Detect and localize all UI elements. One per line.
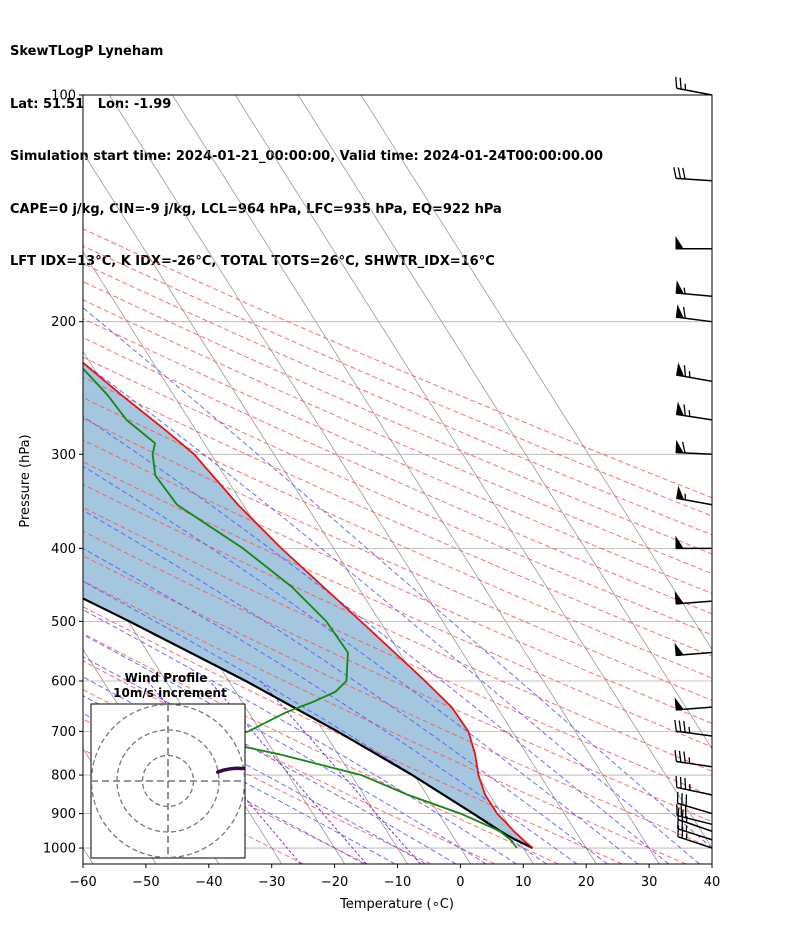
moist-adiabat [83, 547, 578, 864]
dry-adiabat [83, 439, 712, 724]
x-tick-label: 40 [704, 875, 721, 890]
sounding-profiles [83, 361, 534, 849]
wind-barb [675, 401, 713, 421]
x-tick-label: −30 [258, 875, 285, 890]
wind-barb [676, 485, 713, 506]
x-tick-label: −20 [321, 875, 348, 890]
simulation-times: Simulation start time: 2024-01-21_00:00:… [10, 149, 603, 164]
dry-adiabat [83, 718, 368, 864]
isotherm-line [171, 95, 660, 864]
wind-barb [675, 439, 713, 456]
moist-adiabat [83, 656, 457, 864]
moist-adiabat [83, 634, 487, 864]
isotherm-line [360, 95, 712, 651]
hodograph-title: Wind Profile [125, 671, 208, 685]
dry-adiabat [83, 337, 712, 615]
wind-barb [674, 642, 713, 657]
dewpoint-profile-line [83, 367, 518, 849]
dry-adiabat [83, 245, 712, 517]
wind-barb [675, 235, 712, 250]
y-tick-label: 200 [51, 315, 76, 330]
moist-adiabats [83, 307, 712, 864]
x-tick-label: 30 [641, 875, 658, 890]
dry-adiabat [83, 555, 712, 849]
hodograph-subtitle: 10m/s increment [113, 686, 227, 700]
hodograph-trace [215, 766, 245, 774]
mixing-ratio-line [147, 680, 302, 864]
y-tick-label: 1000 [43, 842, 76, 857]
wind-barb [674, 719, 713, 737]
dry-adiabat [83, 506, 712, 797]
dry-adiabat [83, 417, 712, 701]
x-axis-ticks: −60 −50 −40 −30 −20 −10 0 10 20 30 40 [69, 864, 720, 890]
x-tick-label: 20 [578, 875, 595, 890]
wind-barb [676, 362, 713, 383]
moist-adiabat [83, 712, 365, 864]
station-title: SkewTLogP Lyneham [10, 44, 164, 59]
y-tick-label: 600 [51, 674, 76, 689]
dry-adiabat [83, 317, 712, 595]
hodograph-inset: Wind Profile 10m/s increment [90, 671, 246, 859]
dry-adiabat [83, 580, 687, 864]
wind-barbs [673, 76, 713, 849]
y-tick-label: 900 [51, 807, 76, 822]
mixing-ratio-line [260, 680, 421, 864]
x-tick-label: −40 [195, 875, 222, 890]
y-tick-label: 800 [51, 769, 76, 784]
x-tick-label: 10 [515, 875, 532, 890]
isotherm-line [234, 95, 712, 849]
y-axis-title: Pressure (hPa) [18, 434, 33, 527]
wind-barb [674, 591, 713, 605]
moist-adiabat [83, 307, 712, 849]
y-tick-label: 400 [51, 542, 76, 557]
wind-barb [675, 280, 713, 297]
wind-barb [676, 791, 713, 815]
x-tick-label: −50 [132, 875, 159, 890]
moist-adiabat [83, 465, 639, 864]
y-tick-label: 100 [51, 89, 76, 104]
wind-barb [677, 825, 713, 849]
chart-header: SkewTLogP Lyneham Lat: 51.51 Lon: -1.99 … [10, 8, 603, 288]
hodograph-plot [91, 704, 245, 858]
y-tick-label: 300 [51, 448, 76, 463]
stability-indices-2: LFT IDX=13°C, K IDX=-26°C, TOTAL TOTS=26… [10, 254, 495, 269]
x-tick-label: −10 [384, 875, 411, 890]
moist-adiabat [83, 609, 517, 864]
wind-barb [675, 535, 712, 550]
dry-adiabat [83, 356, 712, 636]
y-axis-ticks: 100 200 300 400 500 600 700 800 900 1000 [43, 89, 83, 857]
moist-adiabat [83, 580, 547, 864]
dry-adiabat [83, 606, 623, 864]
wind-barb [673, 167, 713, 182]
station-coordinates: Lat: 51.51 Lon: -1.99 [10, 96, 172, 112]
parcel-temperature-area [83, 362, 533, 848]
x-tick-label: −60 [69, 875, 96, 890]
wind-barb [674, 750, 713, 768]
wind-barb [675, 776, 713, 796]
moist-adiabat [83, 362, 700, 864]
temperature-profile-line [83, 361, 534, 849]
stability-indices-1: CAPE=0 j/kg, CIN=-9 j/kg, LCL=964 hPa, L… [10, 201, 502, 217]
y-tick-label: 700 [51, 725, 76, 740]
hodograph-ring [91, 704, 245, 858]
wind-barb [675, 76, 713, 96]
parcel-profile-line [83, 597, 534, 849]
dry-adiabat [83, 376, 712, 657]
dry-adiabat [83, 397, 712, 679]
isotherm-line [297, 95, 712, 750]
y-tick-label: 500 [51, 615, 76, 630]
wind-barb [675, 304, 713, 323]
cin-shading [83, 362, 533, 848]
moist-adiabat [83, 415, 670, 864]
isotherm-line [83, 847, 94, 864]
moist-adiabat [83, 509, 608, 864]
x-axis-title: Temperature (∘C) [339, 897, 454, 912]
dry-adiabat [83, 280, 712, 555]
wind-barb [674, 697, 713, 711]
x-tick-label: 0 [456, 875, 464, 890]
